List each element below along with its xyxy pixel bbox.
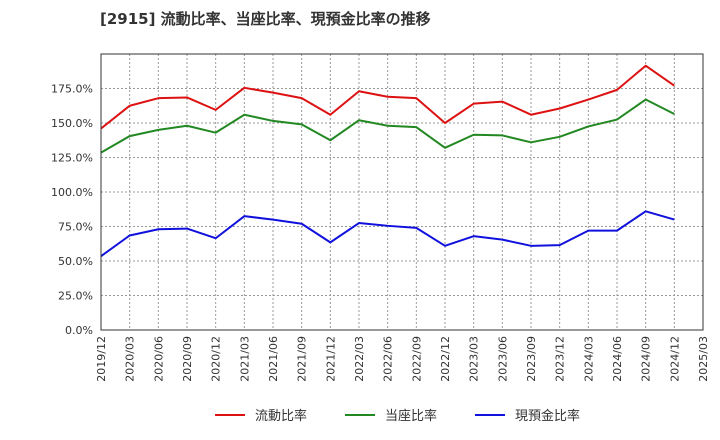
x-tick-label: 2021/03 [238, 336, 251, 382]
x-tick-label: 2023/06 [496, 336, 509, 382]
y-axis-ticks: 0.0% 25.0% 50.0% 75.0% 100.0% 125.0% 150.0% 175… [51, 83, 93, 338]
legend-label: 現預金比率 [515, 408, 580, 424]
x-tick-label: 2022/12 [439, 336, 452, 382]
x-tick-label: 2024/09 [640, 336, 653, 382]
legend-label: 流動比率 [255, 408, 307, 424]
x-tick-label: 2024/12 [668, 336, 681, 382]
grid [101, 54, 703, 330]
y-tick-label: 25.0% [58, 290, 93, 303]
x-tick-label: 2023/03 [468, 336, 481, 382]
y-tick-label: 125.0% [51, 152, 93, 165]
series-line-2 [100, 98, 675, 154]
series-line-3 [100, 210, 675, 257]
y-tick-label: 175.0% [51, 83, 93, 96]
y-tick-label: 150.0% [51, 117, 93, 130]
x-tick-label: 2020/03 [124, 336, 137, 382]
x-tick-label: 2019/12 [95, 336, 108, 382]
x-tick-label: 2025/03 [697, 336, 710, 382]
x-tick-label: 2020/06 [152, 336, 165, 382]
x-tick-label: 2022/06 [382, 336, 395, 382]
y-tick-label: 75.0% [58, 221, 93, 234]
y-tick-label: 0.0% [65, 324, 93, 337]
series-lines [100, 64, 675, 257]
legend-label: 当座比率 [385, 408, 437, 424]
x-tick-label: 2023/09 [525, 336, 538, 382]
legend: 流動比率 当座比率 現預金比率 [215, 408, 580, 424]
x-tick-label: 2021/12 [324, 336, 337, 382]
x-tick-label: 2021/06 [267, 336, 280, 382]
y-tick-label: 100.0% [51, 186, 93, 199]
x-tick-label: 2020/12 [210, 336, 223, 382]
x-tick-label: 2023/12 [554, 336, 567, 382]
x-axis-ticks: 2019/12 2020/03 2020/06 2020/09 2020/12 2021/… [95, 336, 710, 382]
x-tick-label: 2022/03 [353, 336, 366, 382]
series-line-1 [100, 64, 675, 130]
x-tick-label: 2020/09 [181, 336, 194, 382]
chart-title: [2915] 流動比率、当座比率、現預金比率の推移 [100, 10, 431, 28]
x-tick-label: 2024/06 [611, 336, 624, 382]
x-tick-label: 2022/09 [410, 336, 423, 382]
x-tick-label: 2021/09 [296, 336, 309, 382]
y-tick-label: 50.0% [58, 255, 93, 268]
plot-frame [100, 53, 704, 331]
x-tick-label: 2024/03 [582, 336, 595, 382]
